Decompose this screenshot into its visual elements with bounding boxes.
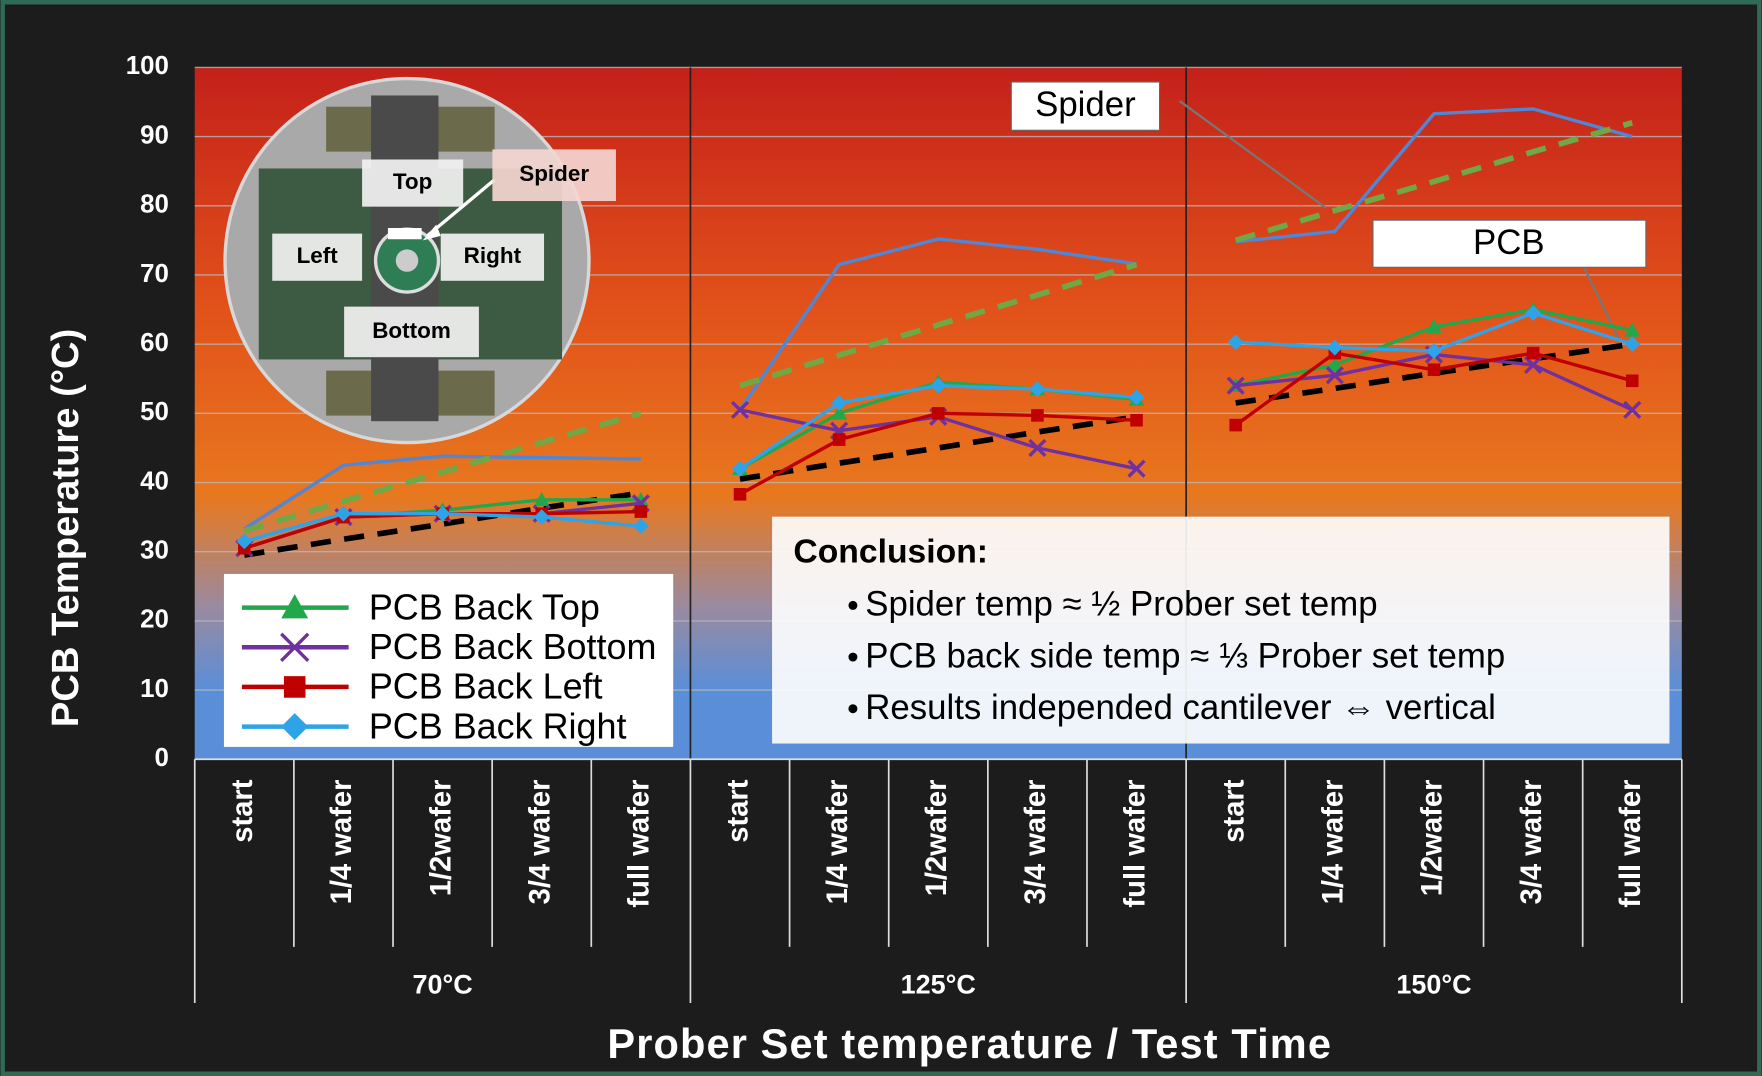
y-tick-label: 60 [140, 329, 169, 357]
marker-square [1031, 409, 1044, 422]
y-tick-label: 20 [140, 606, 169, 634]
marker-square [1130, 414, 1143, 427]
bullet [848, 653, 857, 662]
inset-label: Top [393, 169, 432, 194]
x-tick-label: 1/2wafer [1417, 779, 1449, 896]
legend-label: PCB Back Top [369, 586, 600, 627]
group-label: 70°C [412, 969, 472, 999]
x-tick-label: full wafer [624, 779, 656, 907]
inset-label: Bottom [372, 318, 451, 343]
marker-square [1626, 375, 1639, 388]
y-tick-label: 30 [140, 537, 169, 565]
x-tick-label: start [227, 779, 259, 843]
x-tick-label: start [1218, 779, 1250, 843]
x-tick-label: 1/4 wafer [1318, 779, 1350, 904]
x-tick-label: 3/4 wafer [1516, 779, 1548, 904]
bullet [848, 601, 857, 610]
annotation: Spider [1035, 85, 1136, 124]
conclusion-item: Results independed cantilever ⇔ vertical [865, 688, 1496, 727]
x-tick-label: 1/4 wafer [326, 779, 358, 904]
marker-square [833, 433, 846, 446]
inset-label: Right [464, 243, 522, 268]
marker-square [932, 407, 945, 420]
x-tick-label: start [723, 779, 755, 843]
x-tick-label: full wafer [1615, 779, 1647, 907]
y-tick-label: 0 [155, 744, 169, 772]
inset-label: Spider [519, 161, 589, 186]
marker-square [1527, 347, 1540, 360]
y-tick-label: 10 [140, 675, 169, 703]
marker-square [1229, 419, 1242, 432]
marker-square [635, 505, 648, 518]
legend-label: PCB Back Bottom [369, 626, 657, 667]
y-tick-label: 50 [140, 398, 169, 426]
annotation: PCB [1473, 223, 1545, 262]
legend-label: PCB Back Right [369, 705, 627, 746]
page: {"chart_data":{"type":"line", "y_label":… [0, 0, 1762, 1076]
bullet [848, 704, 857, 713]
chart: Top Spider Left Right Bottom 0 10 20 30 40 50 60 70… [0, 0, 1762, 1076]
group-label: 150°C [1396, 969, 1471, 999]
marker-square [1428, 363, 1441, 376]
y-tick-label: 80 [140, 191, 169, 219]
y-tick-label: 40 [140, 467, 169, 495]
x-tick-label: full wafer [1119, 779, 1151, 907]
y-tick-label: 70 [140, 260, 169, 288]
conclusion-title: Conclusion: [793, 534, 988, 571]
x-tick-label: 1/2wafer [425, 779, 457, 896]
conclusion-item: Spider temp ≈ ½ Prober set temp [865, 585, 1377, 624]
y-axis-title: PCB Temperature (°C) [44, 329, 87, 727]
legend-label: PCB Back Left [369, 666, 603, 707]
y-tick-label: 90 [140, 121, 169, 149]
x-tick-label: 1/2wafer [921, 779, 953, 896]
inset-label: Left [297, 243, 339, 268]
conclusion-item: PCB back side temp ≈ ⅓ Prober set temp [865, 636, 1505, 675]
x-tick-label: 3/4 wafer [1020, 779, 1052, 904]
group-label: 125°C [901, 969, 976, 999]
y-tick-label: 100 [126, 52, 169, 80]
x-tick-label: 3/4 wafer [524, 779, 556, 904]
marker-square [734, 488, 747, 501]
x-tick-label: 1/4 wafer [822, 779, 854, 904]
marker-square [284, 676, 306, 698]
x-axis-title: Prober Set temperature / Test Time [607, 1020, 1332, 1067]
